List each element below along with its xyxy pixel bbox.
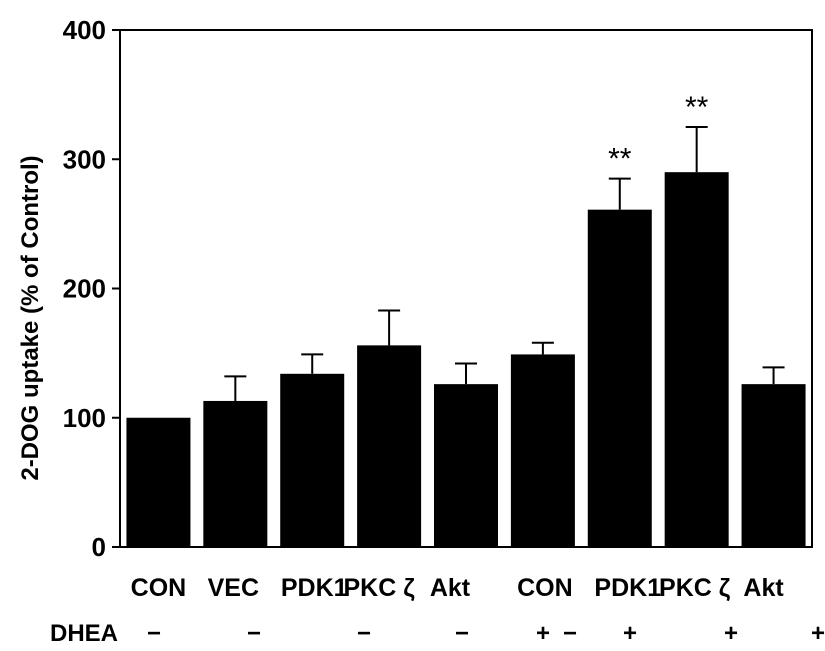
category-label: Akt xyxy=(743,574,784,602)
category-label: VEC xyxy=(208,574,259,602)
y-tick-label: 0 xyxy=(92,532,106,562)
bar xyxy=(587,209,652,547)
category-label: PDK1 xyxy=(281,574,348,602)
dhea-mark: − xyxy=(357,620,371,647)
category-label: PKC ζ xyxy=(343,574,415,602)
dhea-mark: − xyxy=(247,620,261,647)
bar xyxy=(357,345,422,547)
dhea-mark: − xyxy=(563,620,577,647)
dhea-label: DHEA xyxy=(50,620,118,647)
dhea-mark: + xyxy=(724,620,738,647)
bar xyxy=(741,384,806,547)
dhea-mark: + xyxy=(623,620,637,647)
y-tick-label: 200 xyxy=(63,274,106,304)
dhea-mark: + xyxy=(536,620,550,647)
bar xyxy=(510,354,575,547)
significance-label: ** xyxy=(608,143,632,176)
category-label: PDK1 xyxy=(594,574,661,602)
dhea-mark: + xyxy=(811,620,825,647)
y-tick-label: 400 xyxy=(63,15,106,45)
bars xyxy=(126,125,806,548)
labels: CON−VEC−PDK1−PKC ζ−Akt+CON−**PDK1+**PKC … xyxy=(50,91,825,647)
y-tick-label: 300 xyxy=(63,144,106,174)
bar xyxy=(203,400,268,547)
y-tick-label: 100 xyxy=(63,403,106,433)
category-label: CON xyxy=(131,574,187,602)
bar xyxy=(434,384,498,547)
category-label: Akt xyxy=(430,574,471,602)
bar xyxy=(664,172,729,548)
y-axis-label: 2-DOG uptake (% of Control) xyxy=(17,155,44,480)
bar xyxy=(126,417,191,547)
category-label: PKC ζ xyxy=(659,574,731,602)
dhea-mark: − xyxy=(455,620,469,647)
bar xyxy=(280,373,345,547)
significance-label: ** xyxy=(685,91,709,124)
category-label: CON xyxy=(517,574,573,602)
dhea-mark: − xyxy=(147,620,161,647)
